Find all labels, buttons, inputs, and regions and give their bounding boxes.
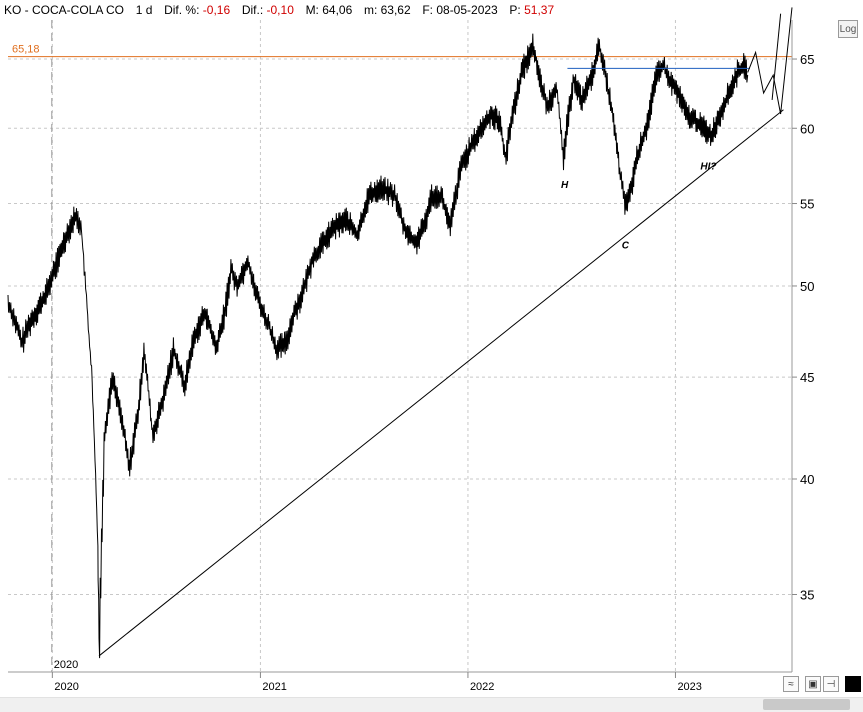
dif-value: -0,10 (266, 3, 294, 17)
projection-path (747, 7, 793, 115)
p-value: 51,37 (524, 3, 555, 17)
dif-label: Dif.: (241, 3, 264, 17)
year-marker-label: 2020 (54, 659, 78, 671)
y-tick-label: 65 (800, 52, 814, 67)
time-axis-ticks: 2020 2021 2022 2023 (51, 672, 702, 693)
y-tick-label: 55 (800, 197, 814, 212)
max-label: M: 64,06 (305, 3, 353, 17)
pin-icon[interactable]: ⊣ (823, 676, 839, 692)
y-tick-label: 40 (800, 472, 814, 487)
date-label: F: 08-05-2023 (422, 3, 498, 17)
price-series (7, 33, 749, 659)
support-trendline (98, 109, 784, 657)
save-icon[interactable]: ▣ (805, 676, 821, 692)
interval-label: 1 d (135, 3, 153, 17)
collapse-icon[interactable]: ≈ (783, 676, 799, 692)
chart-header: KO - COCA-COLA CO 1 d Dif. %: -0,16 Dif.… (4, 2, 554, 18)
color-swatch-icon[interactable] (845, 676, 861, 692)
dif-pct-label: Dif. %: (164, 3, 200, 17)
horizontal-gridlines (8, 58, 792, 595)
vertical-gridlines (51, 20, 676, 672)
dif-pct-value: -0,16 (202, 3, 231, 17)
y-tick-label: 35 (800, 587, 814, 602)
symbol-label: KO - COCA-COLA CO (4, 3, 125, 17)
price-axis-ticks: 35 40 45 50 55 60 65 (792, 52, 814, 602)
pattern-label-h: H (561, 180, 569, 191)
resistance-value-label: 65,18 (12, 44, 40, 56)
y-tick-label: 50 (800, 279, 814, 294)
x-tick-label: 2020 (54, 681, 78, 693)
log-scale-toggle[interactable]: Log (838, 20, 858, 38)
pattern-label-c: C (622, 241, 630, 252)
p-label: P: (509, 3, 521, 17)
x-tick-label: 2022 (470, 681, 494, 693)
x-tick-label: 2023 (677, 681, 701, 693)
min-label: m: 63,62 (363, 3, 411, 17)
breakout-arrow (771, 13, 782, 100)
horizontal-scrollbar[interactable] (0, 697, 863, 712)
pattern-label-hi: HI? (700, 162, 716, 173)
y-tick-label: 45 (800, 370, 814, 385)
y-tick-label: 60 (800, 121, 814, 136)
x-tick-label: 2021 (262, 681, 286, 693)
scrollbar-thumb[interactable] (763, 699, 850, 710)
